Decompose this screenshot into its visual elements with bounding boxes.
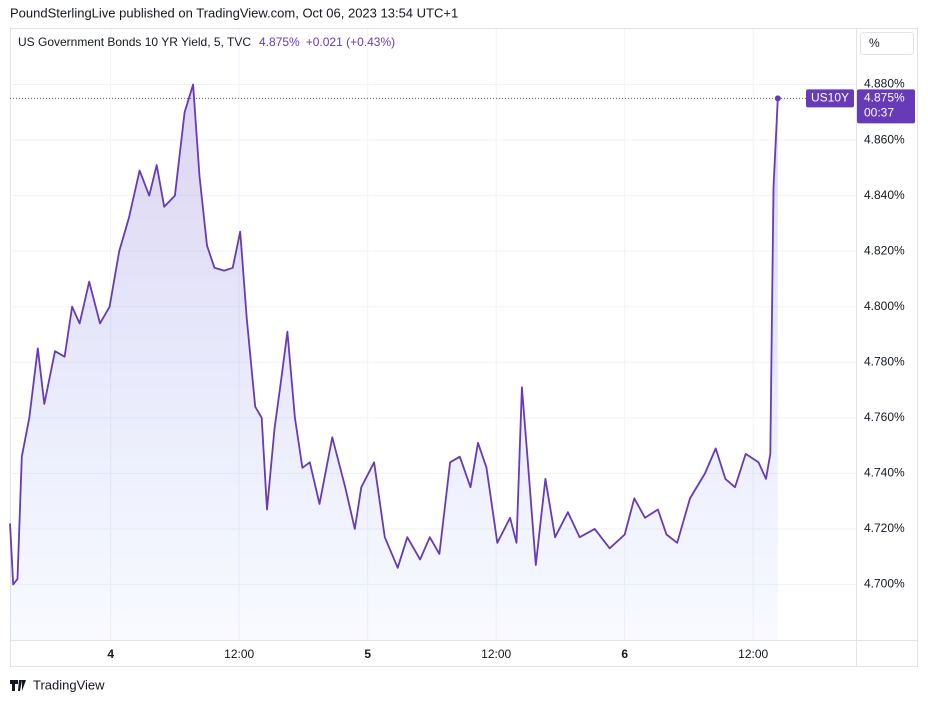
x-tick-label: 4: [107, 647, 114, 661]
area: [10, 84, 778, 640]
x-tick-label: 12:00: [738, 647, 768, 661]
y-tick-label: 4.880%: [864, 77, 905, 91]
legend-change: +0.021 (+0.43%): [306, 35, 395, 49]
x-tick-label: 12:00: [224, 647, 254, 661]
y-tick-label: 4.780%: [864, 354, 905, 368]
unit-label[interactable]: %: [869, 36, 880, 50]
y-tick-label: 4.700%: [864, 577, 905, 591]
y-tick-label: 4.760%: [864, 410, 905, 424]
countdown-label: 00:37: [864, 106, 894, 120]
y-tick-label: 4.840%: [864, 188, 905, 202]
price-tag: [857, 89, 915, 124]
symbol-tag: [806, 89, 854, 108]
symbol-label: US10Y: [811, 91, 849, 105]
footer: TradingView: [33, 677, 105, 692]
y-tick-label: 4.740%: [864, 466, 905, 480]
x-tick-label: 12:00: [481, 647, 511, 661]
legend-title: US Government Bonds 10 YR Yield, 5, TVC: [18, 35, 251, 49]
y-tick-label: 4.820%: [864, 243, 905, 257]
header: PoundSterlingLive published on TradingVi…: [10, 5, 458, 20]
price-label: 4.875%: [864, 91, 905, 105]
y-tick-label: 4.720%: [864, 521, 905, 535]
last-point: [774, 95, 781, 102]
legend-value: 4.875%: [259, 35, 300, 49]
chart-frame: [10, 28, 918, 667]
y-tick-label: 4.800%: [864, 299, 905, 313]
footer-logo: [10, 680, 26, 691]
x-tick-label: 6: [621, 647, 628, 661]
y-tick-label: 4.860%: [864, 132, 905, 146]
unit-button[interactable]: [860, 32, 914, 55]
line: [9, 83, 779, 586]
x-tick-label: 5: [364, 647, 371, 661]
